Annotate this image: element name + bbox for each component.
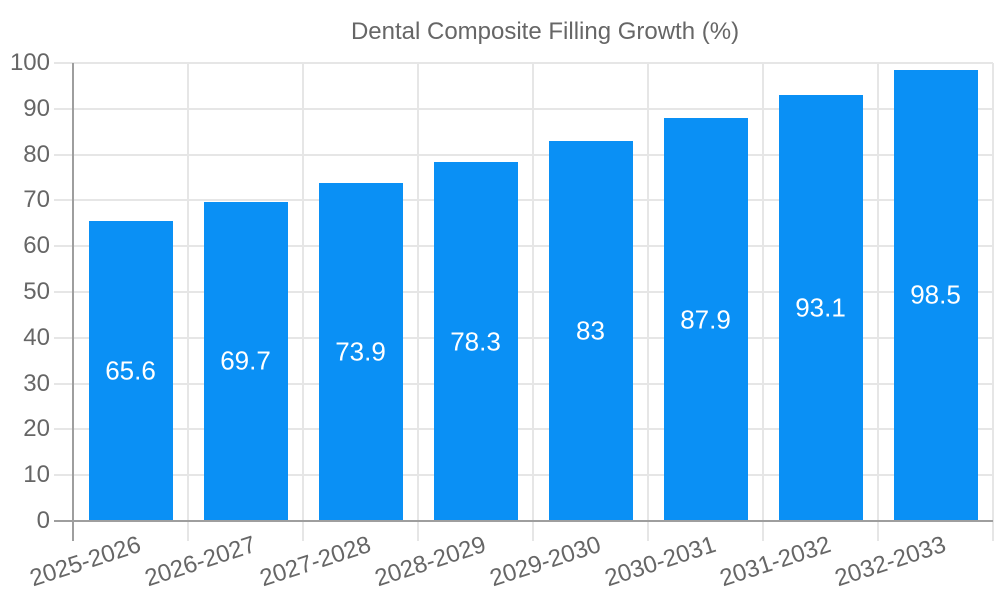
y-gridline [54, 199, 993, 202]
y-gridline [54, 382, 993, 385]
y-tick-label: 20 [23, 415, 50, 443]
x-gridline [877, 63, 879, 541]
y-tick-label: 90 [23, 94, 50, 122]
y-axis-line [72, 63, 74, 541]
y-tick-label: 0 [36, 507, 50, 534]
y-gridline [54, 428, 993, 431]
y-gridline [54, 291, 993, 293]
bar[interactable] [88, 220, 173, 521]
x-tick-label: 2029-2030 [486, 531, 604, 593]
bar[interactable] [318, 182, 403, 521]
x-tick-label: 2031-2032 [716, 531, 834, 593]
x-tick-label: 2026-2027 [141, 531, 259, 593]
bar[interactable] [433, 162, 518, 521]
bar-value-label: 83 [576, 315, 605, 346]
y-gridline [54, 62, 993, 64]
bar[interactable] [778, 94, 863, 521]
bar-value-label: 65.6 [105, 355, 156, 386]
x-tick-label: 2032-2033 [831, 531, 949, 593]
x-gridline [992, 63, 994, 541]
x-gridline [417, 63, 419, 541]
x-tick-label: 2030-2031 [601, 531, 719, 593]
legend[interactable]: Dental Composite Filling Growth (%) [0, 18, 1000, 45]
legend-swatch-icon [261, 21, 339, 43]
x-tick-label: 2028-2029 [371, 531, 489, 593]
y-gridline [54, 245, 993, 248]
bar[interactable] [663, 118, 748, 521]
y-tick-label: 100 [9, 49, 50, 76]
x-gridline [532, 63, 534, 541]
x-gridline [187, 63, 189, 541]
x-gridline [647, 63, 649, 541]
y-tick-label: 70 [23, 186, 50, 214]
y-tick-label: 40 [23, 323, 50, 351]
y-gridline [54, 153, 993, 156]
bar-value-label: 87.9 [680, 304, 731, 335]
y-tick-label: 50 [23, 278, 50, 305]
bar[interactable] [548, 140, 633, 521]
y-gridline [54, 336, 993, 339]
bar-value-label: 93.1 [795, 292, 846, 323]
x-tick-label: 2027-2028 [256, 531, 374, 593]
y-gridline [54, 474, 993, 477]
x-axis-line [54, 520, 993, 522]
bar-value-label: 78.3 [450, 326, 501, 357]
bar[interactable] [893, 69, 978, 521]
x-gridline [762, 63, 764, 541]
y-tick-label: 30 [23, 369, 50, 397]
bar[interactable] [203, 201, 288, 521]
y-tick-label: 10 [23, 461, 50, 489]
y-tick-label: 80 [23, 140, 50, 168]
y-gridline [54, 107, 993, 110]
bar-value-label: 98.5 [910, 279, 961, 310]
y-tick-label: 60 [23, 232, 50, 260]
bar-value-label: 69.7 [220, 345, 271, 376]
bar-value-label: 73.9 [335, 336, 386, 367]
legend-label: Dental Composite Filling Growth (%) [350, 18, 740, 45]
x-gridline [302, 63, 304, 541]
x-tick-label: 2025-2026 [26, 531, 144, 593]
